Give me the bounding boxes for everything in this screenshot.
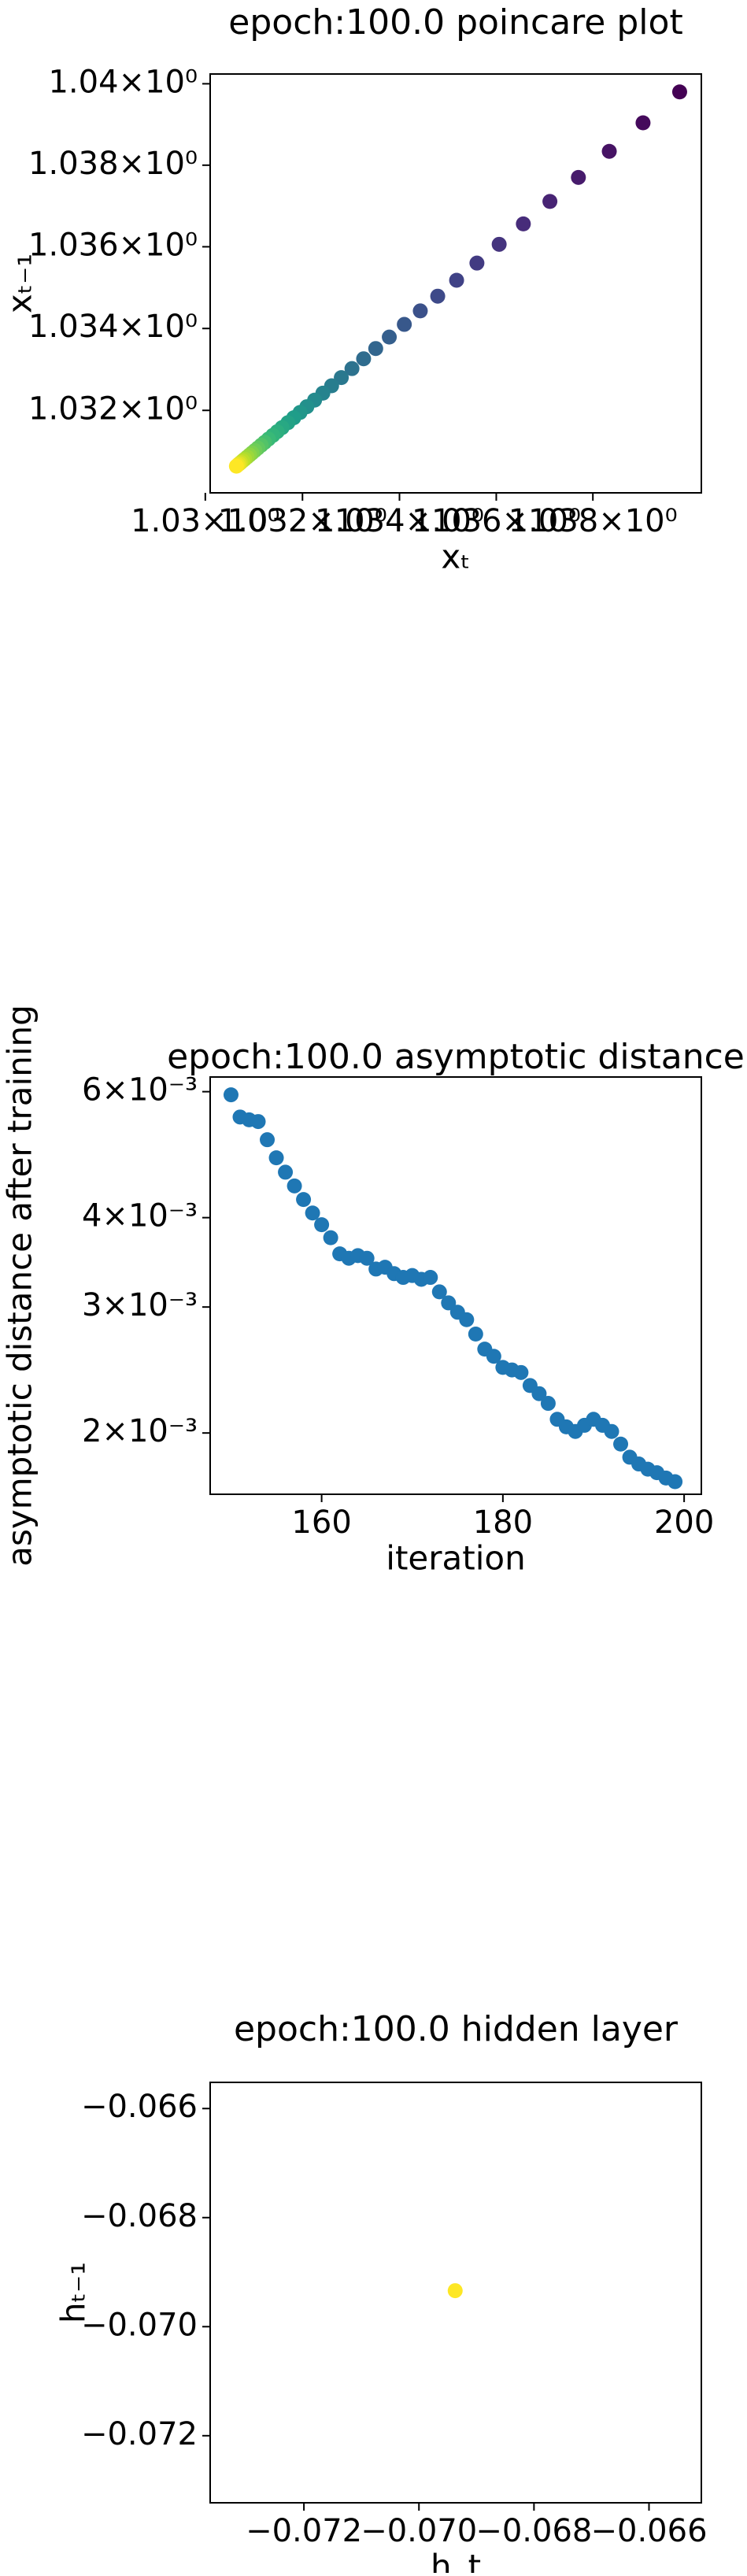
point — [382, 329, 398, 345]
point — [468, 1326, 483, 1342]
y-tick-label: −0.068 — [81, 2198, 198, 2234]
plot-frame — [209, 73, 702, 494]
x-tick-label: −0.072 — [246, 2513, 362, 2549]
point — [356, 351, 372, 367]
y-tick-label: −0.066 — [81, 2089, 198, 2125]
point — [260, 1132, 276, 1148]
point — [368, 341, 383, 357]
x-tick-label: 200 — [654, 1505, 714, 1541]
point — [486, 1349, 501, 1364]
point — [314, 1217, 330, 1233]
point — [667, 1474, 683, 1490]
chart: epoch:100.0 hidden layer−0.072−0.070−0.0… — [54, 2009, 708, 2576]
x-axis-label: h_t — [431, 2548, 481, 2574]
point — [469, 255, 485, 271]
point — [613, 1436, 629, 1452]
y-tick-label: 4×10⁻³ — [82, 1198, 198, 1234]
point — [449, 272, 464, 288]
point — [296, 1192, 312, 1208]
point — [278, 1164, 294, 1180]
x-tick-label: 1.036×10⁰ — [412, 503, 581, 539]
y-tick-label: 1.034×10⁰ — [28, 309, 198, 345]
y-axis-label: hₜ₋₁ — [54, 2262, 93, 2323]
point — [491, 236, 507, 252]
point — [516, 216, 531, 231]
x-tick-label: −0.066 — [590, 2513, 707, 2549]
point — [441, 1295, 457, 1311]
point — [601, 143, 617, 159]
point — [459, 1312, 475, 1327]
point — [423, 1270, 438, 1286]
x-tick-label: −0.068 — [475, 2513, 592, 2549]
y-tick-label: 1.036×10⁰ — [28, 227, 198, 263]
point — [287, 1178, 302, 1194]
point — [635, 115, 651, 131]
x-tick-label: 1.038×10⁰ — [508, 503, 678, 539]
point — [542, 194, 558, 209]
point — [671, 84, 687, 100]
y-tick-label: 1.038×10⁰ — [28, 146, 198, 182]
point — [359, 1250, 375, 1266]
chart: epoch:100.0 poincare plot1.03×10⁰1.032×1… — [1, 2, 702, 576]
x-axis-label: iteration — [386, 1539, 525, 1578]
chart-title: epoch:100.0 asymptotic distance — [167, 1037, 745, 1077]
y-axis-label: xₜ₋₁ — [1, 254, 39, 313]
x-tick-label: 1.03×10⁰ — [131, 503, 280, 539]
point — [513, 1364, 529, 1380]
y-axis-label: asymptotic distance after training — [1, 1005, 39, 1567]
point — [305, 1205, 320, 1221]
x-tick-label: −0.070 — [361, 2513, 477, 2549]
point — [223, 1087, 239, 1103]
point — [571, 169, 586, 185]
y-tick-label: 2×10⁻³ — [82, 1413, 198, 1449]
point — [268, 1150, 284, 1166]
y-tick-label: 1.04×10⁰ — [48, 64, 198, 100]
x-axis-label: xₜ — [441, 538, 470, 576]
y-tick-label: −0.072 — [81, 2416, 198, 2452]
x-tick-label: 160 — [291, 1505, 351, 1541]
point — [431, 1284, 447, 1300]
y-tick-label: −0.070 — [81, 2307, 198, 2343]
point — [540, 1396, 556, 1412]
point — [412, 303, 428, 319]
y-tick-label: 6×10⁻³ — [82, 1072, 198, 1108]
point — [250, 1114, 266, 1130]
chart-title: epoch:100.0 hidden layer — [234, 2009, 679, 2049]
x-tick-label: 1.034×10⁰ — [315, 503, 484, 539]
x-tick-label: 180 — [473, 1505, 533, 1541]
chart-title: epoch:100.0 poincare plot — [228, 2, 682, 43]
point — [430, 288, 446, 304]
y-tick-label: 1.032×10⁰ — [28, 390, 198, 427]
chart: epoch:100.0 asymptotic distance 160 180 200… — [1, 1005, 745, 1577]
point — [447, 2283, 463, 2299]
point — [344, 361, 360, 376]
point — [604, 1423, 619, 1439]
point — [228, 458, 244, 474]
point — [397, 316, 412, 332]
plot-frame — [209, 1076, 702, 1495]
y-tick-label: 3×10⁻³ — [82, 1287, 198, 1323]
point — [323, 1230, 338, 1245]
x-tick-label: 1.032×10⁰ — [218, 503, 387, 539]
plot-frame — [209, 2082, 702, 2504]
point — [531, 1386, 547, 1401]
